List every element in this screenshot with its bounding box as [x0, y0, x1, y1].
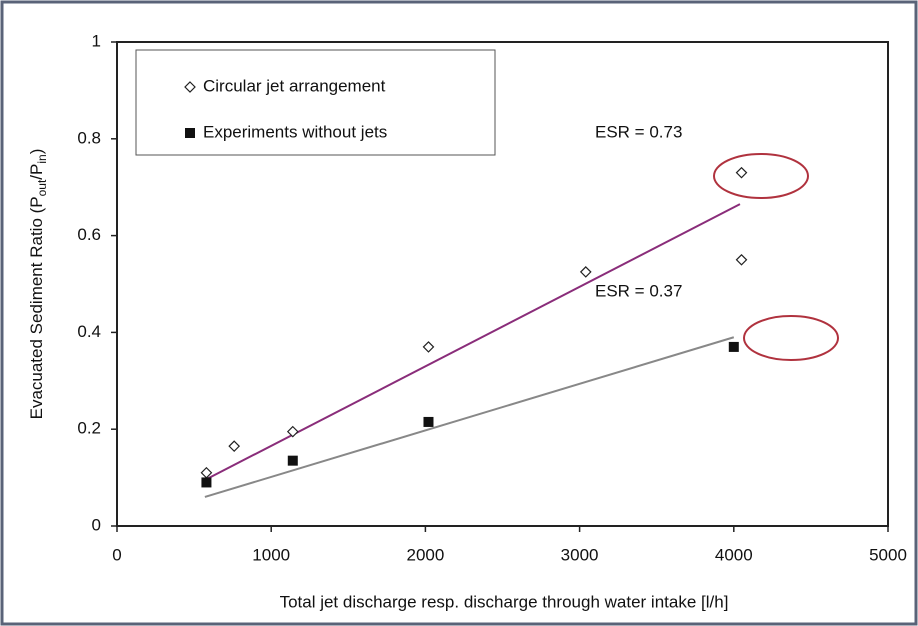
x-axis-label: Total jet discharge resp. discharge thro…	[280, 592, 729, 611]
x-tick-label: 3000	[561, 545, 599, 564]
point-square	[287, 455, 298, 466]
trendline	[204, 336, 735, 498]
y-label-sub: out	[35, 179, 49, 196]
y-label-part: )	[27, 149, 46, 155]
highlight-ring	[713, 153, 809, 199]
point-diamond	[228, 440, 241, 452]
point-square	[423, 416, 434, 427]
y-label-sub: in	[35, 154, 49, 163]
y-tick-label: 0.6	[77, 225, 101, 244]
annotation: ESR = 0.37	[595, 281, 682, 300]
x-tick-label: 4000	[715, 545, 753, 564]
legend-label: Experiments without jets	[203, 122, 387, 141]
point-diamond	[184, 81, 196, 93]
x-tick-label: 5000	[869, 545, 907, 564]
x-tick-label: 0	[112, 545, 121, 564]
y-tick-label: 0.2	[77, 419, 101, 438]
highlight-ring	[743, 315, 839, 361]
point-diamond	[286, 425, 299, 438]
point-square	[201, 477, 212, 488]
y-label-part: /P	[27, 164, 46, 180]
y-label-part: Evacuated Sediment Ratio (P	[27, 196, 46, 419]
plot-frame	[116, 41, 889, 527]
legend	[135, 49, 496, 156]
y-tick-label: 0	[92, 515, 101, 534]
point-diamond	[422, 341, 435, 353]
y-tick-label: 0.8	[77, 128, 101, 147]
legend-label: Circular jet arrangement	[203, 76, 386, 95]
point-square	[185, 128, 195, 138]
y-axis-label: Evacuated Sediment Ratio (Pout/Pin)	[27, 149, 49, 420]
point-diamond	[735, 166, 748, 179]
point-square	[728, 341, 739, 352]
point-diamond	[735, 253, 748, 266]
x-tick-label: 1000	[252, 545, 290, 564]
annotation: ESR = 0.73	[595, 122, 682, 141]
y-tick-label: 1	[92, 31, 101, 50]
y-tick-label: 0.4	[77, 322, 101, 341]
point-diamond	[579, 266, 592, 278]
x-tick-label: 2000	[406, 545, 444, 564]
